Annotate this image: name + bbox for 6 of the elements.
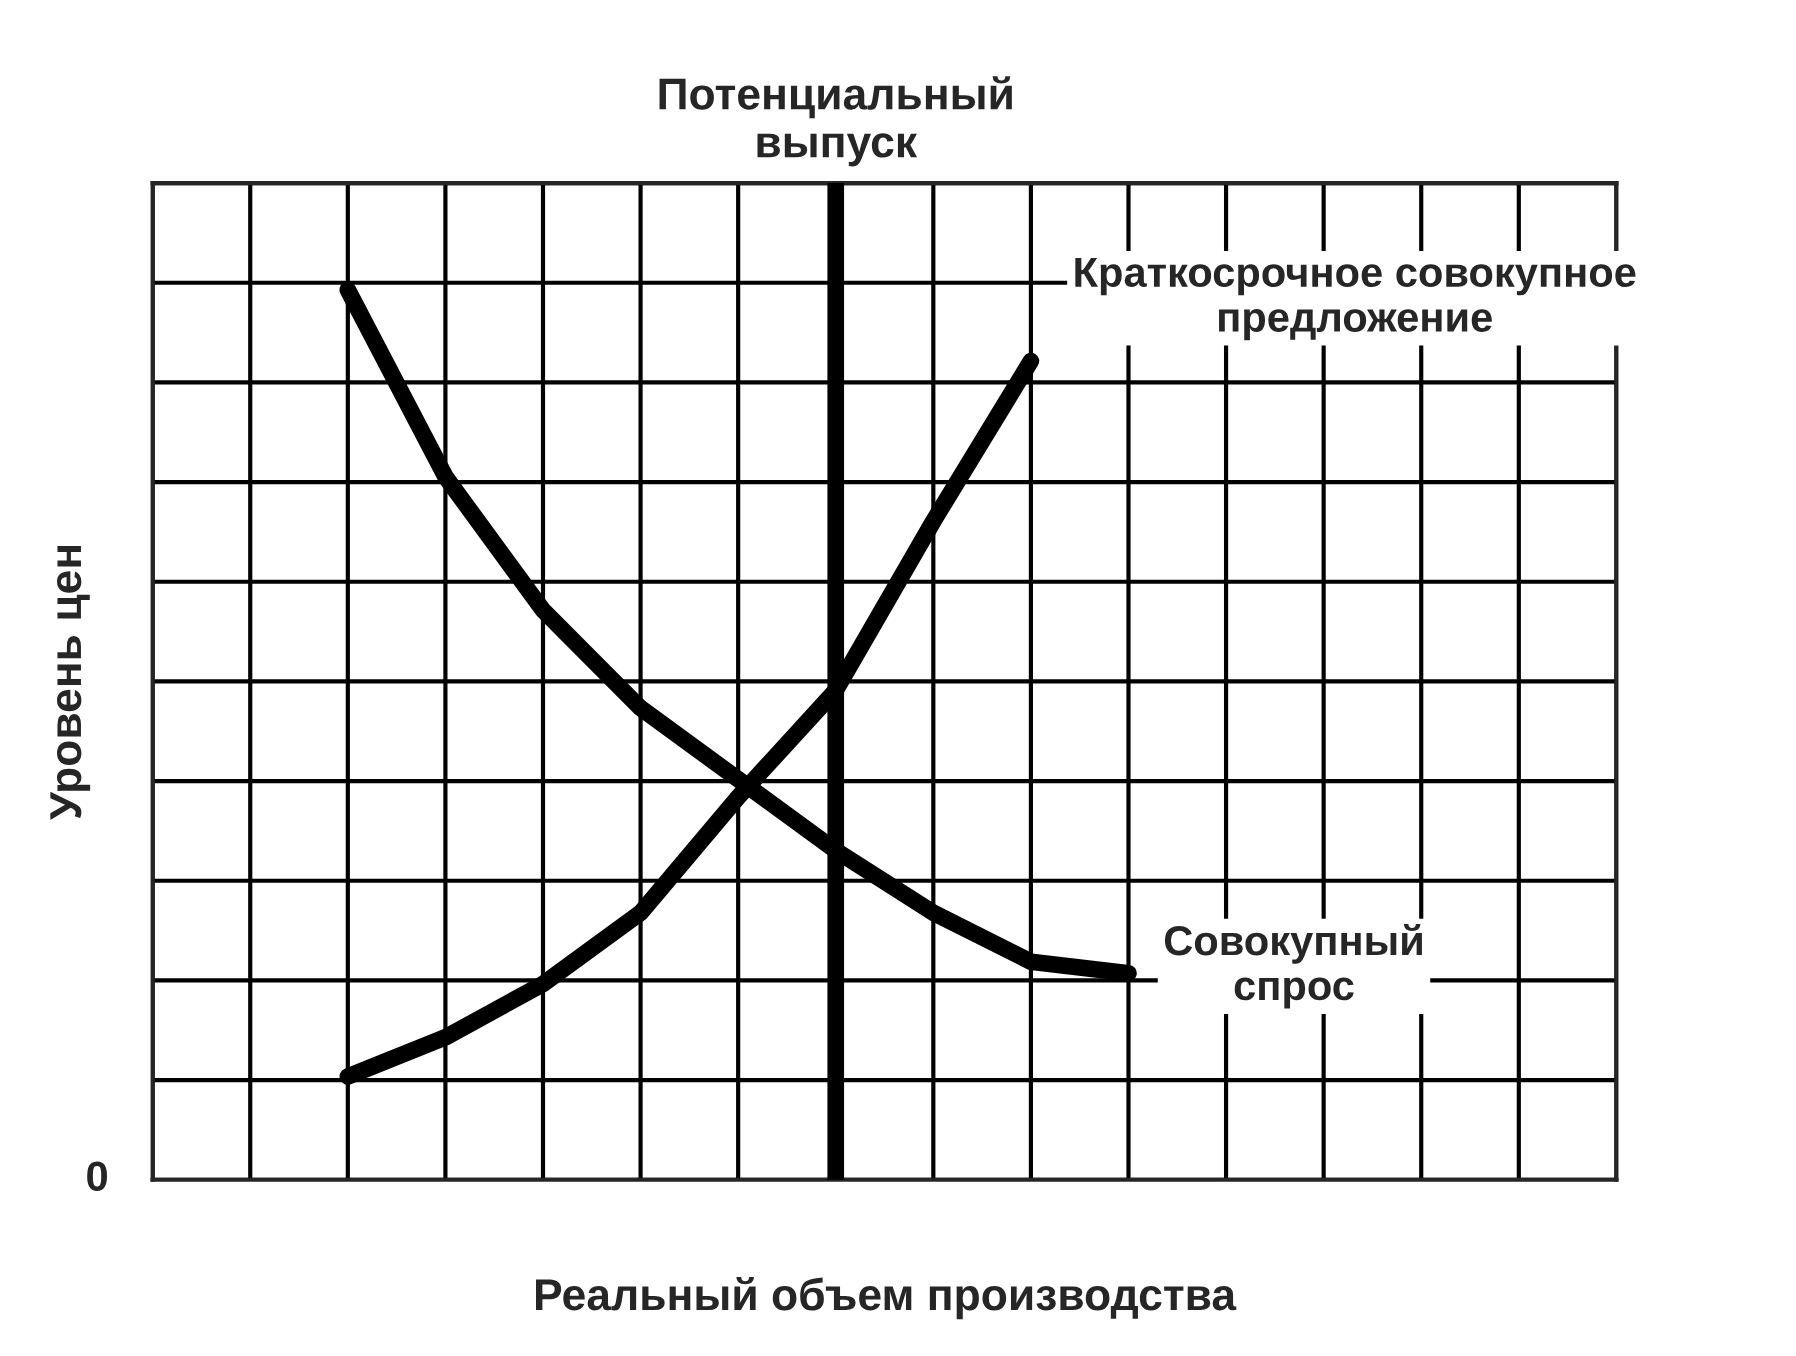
series-label: Краткосрочное совокупное предложение — [1075, 258, 1636, 341]
x-axis-title: Реальный объем производства — [536, 1276, 1237, 1320]
text: Потенциальный выпуск — [659, 76, 1012, 167]
text: 0 — [87, 1161, 107, 1191]
y-axis-title: Уровень цен — [50, 545, 91, 820]
series-label: Совокупный спрос — [1164, 924, 1422, 1009]
